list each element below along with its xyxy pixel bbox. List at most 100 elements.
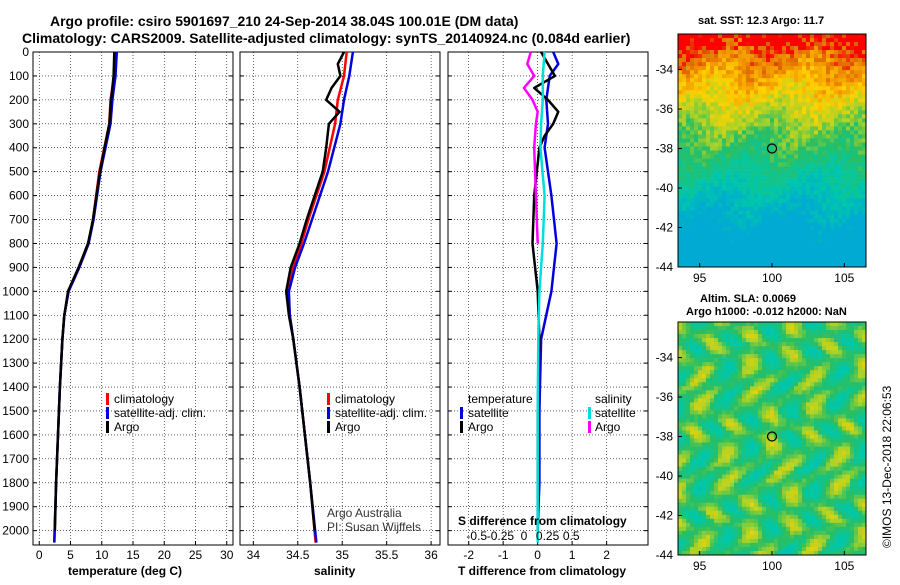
map-cell bbox=[782, 422, 786, 426]
map-cell bbox=[722, 231, 726, 235]
map-cell bbox=[834, 90, 838, 94]
map-cell bbox=[702, 382, 706, 386]
map-cell bbox=[702, 94, 706, 98]
map-cell bbox=[782, 46, 786, 50]
map-cell bbox=[734, 126, 738, 130]
map-cell bbox=[778, 66, 782, 70]
map-cell bbox=[846, 322, 850, 326]
map-cell bbox=[722, 118, 726, 122]
map-cell bbox=[758, 247, 762, 251]
map-cell bbox=[850, 66, 854, 70]
map-cell bbox=[766, 34, 770, 38]
map-cell bbox=[710, 463, 714, 467]
map-cell bbox=[746, 451, 750, 455]
map-cell bbox=[678, 426, 682, 430]
map-cell bbox=[798, 483, 802, 487]
map-cell bbox=[686, 475, 690, 479]
map-cell bbox=[766, 447, 770, 451]
map-cell bbox=[790, 235, 794, 239]
map-cell bbox=[854, 187, 858, 191]
map-cell bbox=[758, 151, 762, 155]
map-cell bbox=[790, 322, 794, 326]
map-cell bbox=[734, 370, 738, 374]
map-cell bbox=[750, 171, 754, 175]
map-cell bbox=[738, 102, 742, 106]
map-cell bbox=[818, 223, 822, 227]
map-cell bbox=[726, 38, 730, 42]
map-cell bbox=[690, 455, 694, 459]
map-cell bbox=[778, 463, 782, 467]
map-cell bbox=[714, 426, 718, 430]
map-cell bbox=[702, 82, 706, 86]
map-cell bbox=[694, 159, 698, 163]
map-cell bbox=[794, 247, 798, 251]
map-cell bbox=[822, 231, 826, 235]
map-cell bbox=[686, 418, 690, 422]
map-cell bbox=[782, 171, 786, 175]
map-cell bbox=[830, 398, 834, 402]
map-cell bbox=[718, 199, 722, 203]
map-cell bbox=[758, 118, 762, 122]
map-cell bbox=[726, 338, 730, 342]
map-cell bbox=[746, 386, 750, 390]
map-cell bbox=[806, 138, 810, 142]
map-cell bbox=[706, 370, 710, 374]
map-cell bbox=[722, 110, 726, 114]
map-cell bbox=[822, 358, 826, 362]
map-cell bbox=[714, 211, 718, 215]
map-cell bbox=[710, 410, 714, 414]
map-cell bbox=[790, 203, 794, 207]
map-cell bbox=[790, 183, 794, 187]
map-cell bbox=[810, 142, 814, 146]
map-cell bbox=[790, 463, 794, 467]
map-cell bbox=[822, 426, 826, 430]
map-cell bbox=[774, 426, 778, 430]
map-cell bbox=[742, 463, 746, 467]
map-cell bbox=[762, 70, 766, 74]
map-cell bbox=[710, 215, 714, 219]
map-cell bbox=[698, 459, 702, 463]
map-cell bbox=[706, 130, 710, 134]
map-cell bbox=[806, 163, 810, 167]
map-cell bbox=[710, 455, 714, 459]
map-cell bbox=[846, 54, 850, 58]
map-cell bbox=[858, 350, 862, 354]
map-cell bbox=[766, 334, 770, 338]
map-cell bbox=[698, 418, 702, 422]
map-cell bbox=[754, 163, 758, 167]
map-cell bbox=[842, 259, 846, 263]
map-cell bbox=[726, 439, 730, 443]
map-cell bbox=[706, 447, 710, 451]
map-cell bbox=[810, 86, 814, 90]
map-cell bbox=[830, 366, 834, 370]
map-cell bbox=[726, 171, 730, 175]
map-cell bbox=[834, 455, 838, 459]
map-cell bbox=[858, 66, 862, 70]
map-cell bbox=[782, 199, 786, 203]
map-cell bbox=[842, 179, 846, 183]
map-cell bbox=[786, 179, 790, 183]
map-cell bbox=[738, 251, 742, 255]
map-cell bbox=[702, 231, 706, 235]
map-cell bbox=[782, 455, 786, 459]
map-cell bbox=[706, 82, 710, 86]
map-cell bbox=[710, 382, 714, 386]
map-cell bbox=[802, 183, 806, 187]
map-cell bbox=[770, 74, 774, 78]
map-cell bbox=[714, 430, 718, 434]
map-cell bbox=[782, 255, 786, 259]
map-cell bbox=[706, 243, 710, 247]
map-cell bbox=[774, 215, 778, 219]
map-cell bbox=[742, 146, 746, 150]
map-cell bbox=[762, 74, 766, 78]
map-cell bbox=[734, 54, 738, 58]
map-cell bbox=[766, 239, 770, 243]
map-cell bbox=[682, 179, 686, 183]
map-cell bbox=[838, 418, 842, 422]
map-cell bbox=[698, 231, 702, 235]
map-cell bbox=[858, 479, 862, 483]
map-cell bbox=[826, 183, 830, 187]
map-cell bbox=[834, 354, 838, 358]
map-cell bbox=[798, 46, 802, 50]
map-cell bbox=[710, 414, 714, 418]
